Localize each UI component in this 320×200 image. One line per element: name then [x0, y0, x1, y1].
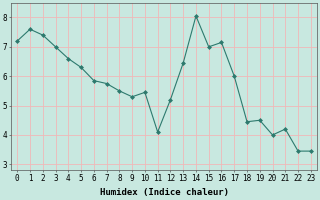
X-axis label: Humidex (Indice chaleur): Humidex (Indice chaleur)	[100, 188, 228, 197]
